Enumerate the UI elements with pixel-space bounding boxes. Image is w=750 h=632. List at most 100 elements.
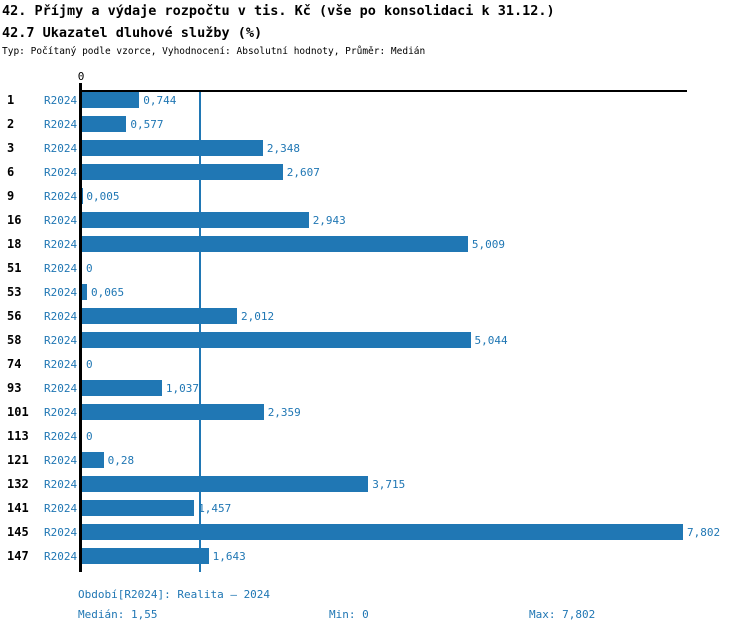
row-category-label: 141 [7, 501, 29, 515]
row-series-label: R2024 [44, 357, 78, 371]
chart-row: 9 R2024 0,005 [0, 184, 750, 208]
row-category-label: 3 [7, 141, 15, 155]
bar-area: 0,28 [82, 452, 750, 468]
row-category-label: 53 [7, 285, 22, 299]
bar-value-label: 0,005 [86, 189, 120, 203]
bar-area: 2,607 [82, 164, 750, 180]
footer-min-stat: Min: 0 [329, 608, 369, 621]
bar [82, 236, 468, 252]
chart-title-line2: 42.7 Ukazatel dluhové služby (%) [2, 25, 263, 41]
row-series-label: R2024 [44, 549, 78, 563]
chart-row: 53 R2024 0,065 [0, 280, 750, 304]
bar-value-label: 0,577 [130, 117, 164, 131]
row-series-label: R2024 [44, 93, 78, 107]
row-category-label: 132 [7, 477, 29, 491]
bar-value-label: 1,643 [212, 549, 246, 563]
bar-area: 2,943 [82, 212, 750, 228]
bar-area: 7,802 [82, 524, 750, 540]
bar-value-label: 0,065 [91, 285, 125, 299]
bar-area: 0,005 [82, 188, 750, 204]
row-series-label: R2024 [44, 525, 78, 539]
row-series-label: R2024 [44, 477, 78, 491]
row-series-label: R2024 [44, 333, 78, 347]
bar-value-label: 2,348 [266, 141, 301, 155]
chart-row: 3 R2024 2,348 [0, 136, 750, 160]
row-series-label: R2024 [44, 429, 78, 443]
footer-median-stat: Medián: 1,55 [78, 608, 158, 621]
chart-row: 141 R2024 1,457 [0, 496, 750, 520]
bar-area: 2,359 [82, 404, 750, 420]
bar [82, 548, 209, 564]
bar-area: 5,009 [82, 236, 750, 252]
bar-area: 1,643 [82, 548, 750, 564]
chart-title-line1: 42. Příjmy a výdaje rozpočtu v tis. Kč (… [2, 3, 555, 19]
bar [82, 92, 140, 108]
chart-row: 145 R2024 7,802 [0, 520, 750, 544]
bar [82, 116, 127, 132]
bar-area: 2,348 [82, 140, 750, 156]
row-series-label: R2024 [44, 453, 78, 467]
chart-row: 74 R2024 0 [0, 352, 750, 376]
row-category-label: 1 [7, 93, 15, 107]
row-category-label: 56 [7, 309, 22, 323]
chart-row: 132 R2024 3,715 [0, 472, 750, 496]
bar-area: 1,037 [82, 380, 750, 396]
bar-area: 5,044 [82, 332, 750, 348]
bar [82, 476, 369, 492]
bar-value-label: 1,457 [198, 501, 232, 515]
bar-value-label: 0 [86, 261, 93, 275]
bar-area: 0,065 [82, 284, 750, 300]
bar-value-label: 0 [86, 429, 93, 443]
bar-value-label: 0 [86, 357, 93, 371]
bar [82, 524, 683, 540]
bar-rows-container: 1 R2024 0,744 2 R2024 0,577 3 R2024 2,348 6 R2024 2… [0, 88, 750, 568]
bar-value-label: 2,012 [241, 309, 275, 323]
row-series-label: R2024 [44, 285, 78, 299]
row-series-label: R2024 [44, 405, 78, 419]
bar-area: 0,744 [82, 92, 750, 108]
row-series-label: R2024 [44, 237, 78, 251]
row-category-label: 113 [7, 429, 29, 443]
row-category-label: 2 [7, 117, 15, 131]
row-category-label: 16 [7, 213, 22, 227]
bar [82, 164, 283, 180]
chart-row: 18 R2024 5,009 [0, 232, 750, 256]
bar-value-label: 3,715 [372, 477, 406, 491]
row-category-label: 74 [7, 357, 22, 371]
bar [82, 308, 237, 324]
x-axis-line [81, 90, 687, 92]
chart-subtitle: Typ: Počítaný podle vzorce, Vyhodnocení:… [2, 46, 426, 57]
chart-row: 51 R2024 0 [0, 256, 750, 280]
bar [82, 500, 195, 516]
x-axis-zero-tick-label: 0 [77, 70, 85, 83]
chart-row: 16 R2024 2,943 [0, 208, 750, 232]
footer-period-info: Období[R2024]: Realita – 2024 [78, 588, 271, 601]
row-category-label: 9 [7, 189, 15, 203]
bar [82, 452, 104, 468]
bar-value-label: 5,044 [474, 333, 508, 347]
row-category-label: 145 [7, 525, 29, 539]
bar-value-label: 1,037 [165, 381, 200, 395]
bar [82, 284, 87, 300]
bar-value-label: 2,607 [286, 165, 320, 179]
bar-value-label: 0,28 [107, 453, 135, 467]
row-series-label: R2024 [44, 309, 78, 323]
bar-area: 0 [82, 428, 750, 444]
row-category-label: 121 [7, 453, 29, 467]
row-series-label: R2024 [44, 381, 78, 395]
row-category-label: 147 [7, 549, 29, 563]
bar-area: 3,715 [82, 476, 750, 492]
bar-area: 0 [82, 356, 750, 372]
bar-value-label: 0,744 [143, 93, 177, 107]
chart-row: 101 R2024 2,359 [0, 400, 750, 424]
bar [82, 140, 263, 156]
bar-value-label: 2,359 [267, 405, 301, 419]
bar-area: 0 [82, 260, 750, 276]
row-series-label: R2024 [44, 261, 78, 275]
bar [82, 332, 471, 348]
chart-row: 121 R2024 0,28 [0, 448, 750, 472]
bar [82, 404, 264, 420]
row-category-label: 6 [7, 165, 15, 179]
bar [82, 380, 162, 396]
